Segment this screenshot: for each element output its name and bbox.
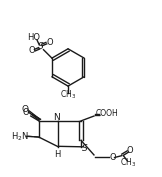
Text: O: O: [28, 46, 35, 55]
Text: HO: HO: [28, 33, 41, 42]
Text: O: O: [23, 108, 29, 117]
Text: O: O: [47, 38, 54, 47]
Text: COOH: COOH: [96, 109, 118, 118]
Text: N: N: [53, 113, 60, 122]
Text: O: O: [126, 145, 133, 155]
Text: CH$_3$: CH$_3$: [60, 89, 76, 101]
Text: O: O: [22, 105, 29, 114]
Text: S: S: [82, 144, 88, 153]
Text: H$_2$N: H$_2$N: [11, 130, 28, 142]
Text: S: S: [38, 42, 43, 51]
Text: CH$_3$: CH$_3$: [120, 156, 136, 169]
Text: H: H: [54, 150, 61, 159]
Text: O: O: [110, 153, 116, 162]
